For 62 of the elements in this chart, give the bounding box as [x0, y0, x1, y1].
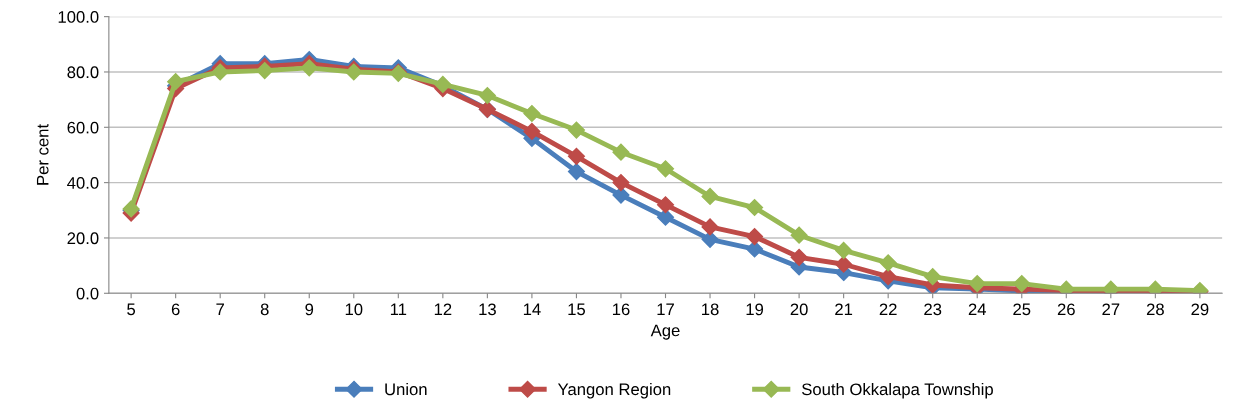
point [835, 255, 853, 273]
point [567, 147, 585, 165]
point [256, 62, 274, 80]
x-tick-label: 24 [968, 303, 987, 316]
point [167, 73, 185, 91]
x-tick-label: 10 [345, 303, 363, 316]
y-tick-label: 60.0 [67, 121, 99, 134]
point [567, 163, 585, 181]
y-tick-label: 0.0 [76, 287, 99, 300]
point [211, 63, 229, 81]
point [523, 122, 541, 140]
x-tick-label: 12 [434, 303, 452, 316]
point [879, 268, 897, 286]
x-tick-label: 7 [216, 303, 224, 316]
x-tick-label: 5 [127, 303, 136, 316]
x-tick-label: 25 [1013, 303, 1031, 316]
point [612, 174, 630, 192]
legend-label: South Okkalapa Township [802, 382, 993, 399]
y-axis-title: Per cent [36, 124, 49, 185]
point [523, 104, 541, 123]
y-tick-label: 100.0 [58, 11, 99, 23]
x-tick-label: 9 [305, 303, 314, 316]
x-tick-label: 6 [171, 303, 180, 316]
x-tick-label: 16 [612, 303, 630, 316]
point [656, 196, 675, 214]
point [656, 160, 675, 178]
point [879, 254, 897, 272]
x-tick-label: 11 [390, 303, 407, 316]
point [790, 226, 808, 244]
x-axis-title: Age [650, 324, 680, 340]
point [567, 121, 585, 139]
x-tick-label: 13 [479, 303, 496, 316]
x-tick-label: 14 [523, 303, 541, 316]
point [478, 86, 496, 105]
x-tick-label: 28 [1146, 303, 1164, 316]
x-tick-label: 17 [657, 303, 674, 316]
point [701, 187, 719, 206]
point [612, 143, 630, 161]
y-tick-label: 40.0 [67, 177, 99, 189]
point [300, 59, 318, 77]
point [1013, 275, 1031, 293]
point [790, 248, 808, 266]
x-tick-label: 27 [1102, 303, 1120, 316]
y-tick-label: 80.0 [67, 66, 99, 79]
point [924, 268, 942, 286]
y-tick-label: 20.0 [67, 232, 99, 245]
x-tick-label: 15 [568, 303, 586, 316]
point [835, 241, 853, 259]
x-tick-label: 21 [835, 303, 853, 316]
legend-label: Yangon Region [557, 382, 671, 399]
x-tick-label: 29 [1191, 303, 1209, 316]
x-tick-label: 18 [702, 303, 719, 316]
x-tick-label: 19 [746, 303, 764, 316]
legend-label: Union [385, 382, 427, 396]
point [746, 198, 764, 217]
x-tick-label: 23 [924, 303, 942, 316]
x-tick-label: 8 [260, 303, 269, 316]
x-tick-label: 20 [790, 303, 808, 316]
point [746, 228, 764, 246]
x-tick-label: 26 [1057, 303, 1075, 316]
x-tick-label: 22 [879, 303, 897, 316]
point [701, 218, 719, 236]
